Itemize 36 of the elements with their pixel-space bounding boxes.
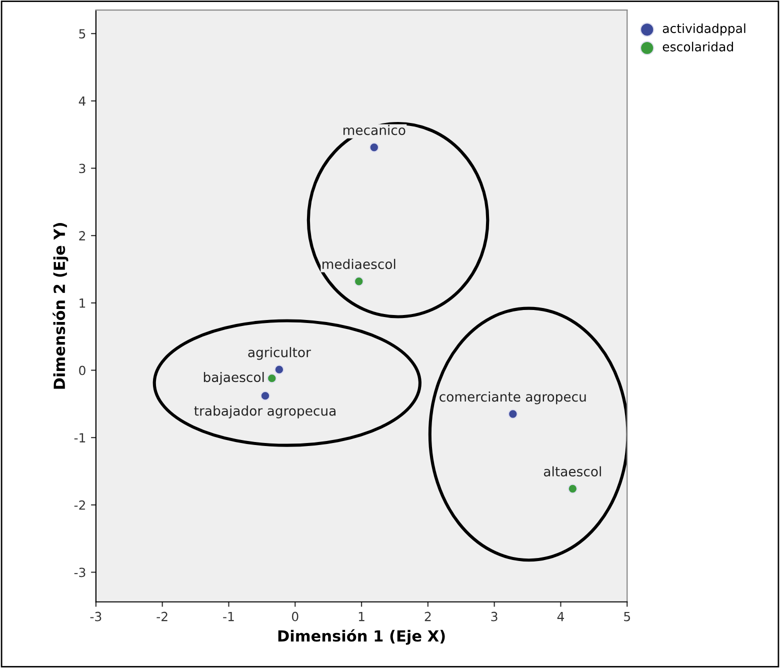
point (260, 390, 270, 401)
y-tick-label: -1 (74, 433, 86, 442)
annotation: mediaescol (322, 258, 396, 270)
annotation: bajaescol (204, 372, 264, 385)
y-tick-label: 5 (79, 29, 86, 39)
point (354, 276, 364, 286)
annotation: altaescol (544, 466, 601, 476)
annotation: agricultor (248, 347, 311, 360)
y-axis-title: Dimensión 2 (Eje Y) (52, 223, 68, 389)
x-tick-label: -2 (156, 612, 168, 622)
annotation: trabajador agropecua (194, 406, 336, 418)
y-tick-label: 4 (78, 96, 86, 106)
legend-label: actividadppal (662, 23, 746, 36)
x-axis-title: Dimensión 1 (Eje X) (278, 629, 445, 645)
point (568, 484, 578, 494)
y-tick-label: 0 (79, 366, 86, 376)
x-tick-label: 2 (424, 612, 431, 622)
annotation: mecanico (344, 124, 406, 136)
x-tick-label: 1 (358, 612, 364, 622)
legend-label: escolaridad (662, 42, 733, 52)
x-tick-label: 0 (292, 612, 298, 622)
y-tick-label: 2 (79, 231, 85, 240)
y-tick-label: 3 (79, 164, 86, 174)
point (274, 364, 284, 375)
point (508, 409, 518, 419)
y-tick-label: 1 (80, 298, 86, 308)
x-tick-label: 4 (557, 612, 564, 622)
point (369, 142, 380, 152)
x-tick-label: -1 (223, 612, 234, 622)
y-tick-label: -2 (74, 500, 85, 510)
y-tick-label: -3 (74, 568, 86, 578)
annotation: comerciante agropecu (440, 392, 586, 404)
x-tick-label: 5 (624, 612, 630, 622)
x-tick-label: -3 (90, 612, 102, 622)
x-tick-label: 3 (491, 612, 498, 622)
point (266, 373, 277, 384)
